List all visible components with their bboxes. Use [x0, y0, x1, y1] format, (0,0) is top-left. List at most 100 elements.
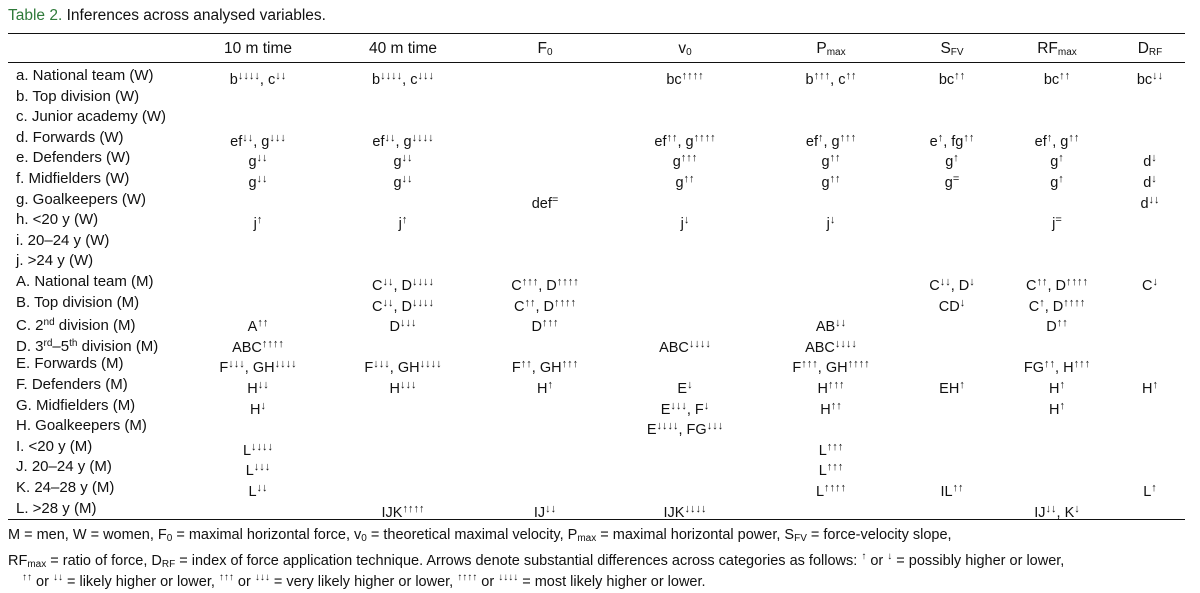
footnote-line-1: M = men, W = women, F0 = maximal horizon… — [8, 525, 952, 549]
arrow-up-icon: ↑↑ — [829, 173, 841, 185]
arrow-down-icon: ↓ — [829, 214, 836, 227]
group-letters: , K — [1056, 504, 1075, 521]
arrow-up-icon: ↑↑↑ — [541, 317, 559, 330]
footnote-line-2: RFmax = ratio of force, DRF = index of f… — [8, 546, 1064, 575]
arrow-down-icon: ↓ — [687, 379, 693, 391]
arrow-up-icon: ↑↑ — [845, 70, 857, 82]
note-sub: RF — [161, 559, 176, 570]
group-letters: g — [248, 154, 257, 171]
arrow-up-icon: ↑↑ — [1068, 131, 1080, 144]
arrow-up-icon: ↑↑ — [666, 131, 678, 144]
note-text: = very likely higher or lower, — [269, 574, 458, 590]
column-header-t40: 40 m time — [369, 40, 437, 58]
row-label-text: –5 — [52, 337, 70, 355]
arrow-down-icon: ↓↓ — [1045, 502, 1057, 515]
row-label-sup: th — [69, 337, 78, 349]
group-letters: j — [826, 216, 830, 233]
table-cell-pmax: b↑↑↑, c↑↑ — [805, 66, 857, 88]
group-letters: E — [660, 401, 671, 418]
table-cell-rfmax: H↑ — [1049, 396, 1065, 418]
group-letters: ABC — [805, 339, 835, 356]
group-letters: ef — [654, 133, 667, 150]
group-letters: FG — [1023, 360, 1045, 377]
table-cell-rfmax: D↑↑ — [1046, 313, 1067, 335]
arrow-up-icon: ↑ — [1059, 399, 1065, 412]
table-cell-t10: g↓↓ — [248, 148, 267, 171]
arrow-up-icon: ↑↑ — [963, 131, 975, 144]
note-sub: max — [577, 533, 597, 544]
arrow-down-icon: ↓ — [703, 399, 710, 412]
row-label: F. Defenders (M) — [16, 376, 128, 393]
column-header-sub: 0 — [546, 47, 553, 58]
table-cell-f0: F↑↑, GH↑↑↑ — [512, 354, 578, 377]
table-cell-v0: g↑↑ — [675, 169, 694, 191]
note-text: = most likely higher or lower. — [518, 574, 706, 590]
group-letters: ABC — [659, 339, 689, 356]
column-header-sub: max — [1057, 47, 1077, 58]
arrow-down-icon: ↓↓ — [401, 173, 413, 185]
arrow-up-icon: ↑ — [1058, 173, 1064, 185]
note-text: or — [233, 574, 255, 590]
group-letters: d — [1143, 175, 1152, 191]
note-text: or — [32, 574, 53, 590]
column-header-sub: 0 — [686, 47, 692, 58]
group-letters: E — [646, 422, 657, 439]
group-letters: , g — [395, 133, 412, 150]
column-header-sfv: SFV — [940, 40, 963, 58]
group-letters: ef — [230, 133, 243, 150]
column-header-main: P — [816, 40, 827, 57]
group-letters: E — [677, 381, 688, 397]
arrow-up-icon: ↑ — [256, 214, 263, 227]
group-letters: ef — [805, 133, 818, 150]
row-label-text: division (M) — [54, 317, 136, 335]
arrow-up-icon: ↑ — [547, 379, 553, 391]
column-header-main: 40 m time — [368, 40, 438, 57]
table-cell-rfmax: C↑, D↑↑↑↑ — [1028, 293, 1086, 315]
group-letters: b — [805, 72, 814, 88]
column-header-sub: RF — [1148, 47, 1163, 58]
row-label: I. <20 y (M) — [16, 437, 93, 455]
table-cell-t10: ABC↑↑↑↑ — [232, 334, 284, 356]
group-letters: ef — [372, 133, 385, 150]
arrow-down-icon: ↓ — [1151, 173, 1157, 185]
group-letters: H — [820, 401, 831, 418]
row-label: d. Forwards (W) — [16, 128, 124, 146]
table-cell-t10: j↑ — [253, 210, 263, 233]
arrow-down-icon: ↓↓ — [401, 152, 413, 165]
group-letters: j — [253, 216, 257, 233]
table-cell-sfv: CD↓ — [939, 293, 965, 315]
arrow-down-icon: ↓↓↓↓ — [834, 337, 857, 350]
arrow-down-icon: ↓↓ — [382, 296, 394, 309]
arrow-up-icon: ↑↑↑↑ — [402, 502, 425, 515]
arrow-up-icon: ↑ — [953, 152, 959, 165]
arrow-down-icon: ↓↓↓↓ — [274, 358, 297, 371]
group-letters: bc — [938, 72, 955, 88]
arrow-down-icon: ↓↓ — [382, 276, 394, 288]
arrow-up-icon: ↑ — [1039, 296, 1045, 309]
table-cell-drf: H↑ — [1142, 375, 1158, 397]
group-letters: , GH — [531, 360, 562, 377]
table-cell-pmax: g↑↑ — [821, 148, 840, 170]
arrow-up-icon: ↑↑ — [22, 572, 32, 583]
group-letters: F — [364, 360, 374, 377]
table-cell-t40: C↓↓, D↓↓↓↓ — [372, 272, 434, 294]
arrow-down-icon: ↓↓↓ — [253, 461, 271, 474]
table-cell-f0: C↑↑↑, D↑↑↑↑ — [511, 272, 579, 294]
group-letters: C — [1028, 298, 1040, 315]
group-letters: C — [371, 298, 383, 315]
arrow-down-icon: ↓↓ — [275, 70, 287, 82]
arrow-up-icon: ↑ — [1058, 152, 1064, 165]
group-letters: , GH — [817, 360, 848, 377]
group-letters: g — [393, 154, 402, 171]
table-cell-rfmax: FG↑↑, H↑↑↑ — [1023, 354, 1090, 377]
note-text: M = men, W = women, F — [8, 527, 167, 543]
group-letters: , D — [393, 298, 413, 315]
arrow-up-icon: ↑↑↑↑ — [554, 296, 577, 309]
column-header-rfmax: RFmax — [1037, 40, 1077, 58]
table-cell-f0: def= — [532, 190, 559, 212]
column-header-sub: FV — [950, 47, 964, 58]
group-letters: L — [245, 463, 254, 480]
table-cell-t40: j↑ — [399, 210, 408, 232]
arrow-up-icon: ↑ — [401, 214, 408, 227]
row-label: h. <20 y (W) — [16, 211, 99, 229]
